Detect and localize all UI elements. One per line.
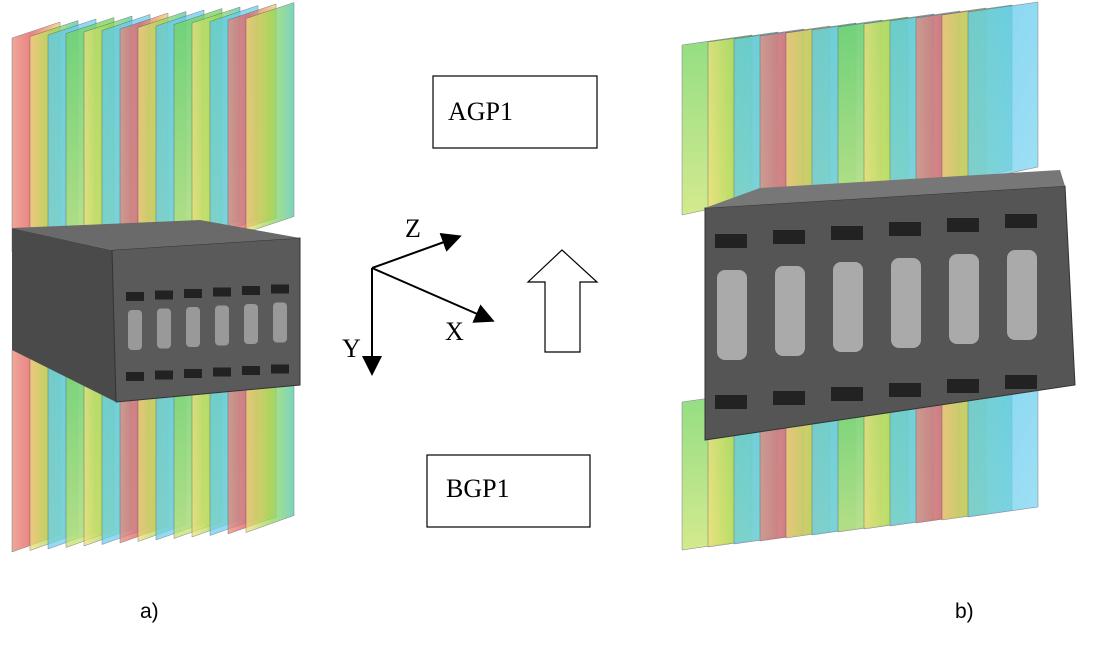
axis-y-label: Y — [342, 334, 361, 363]
window — [889, 383, 921, 397]
opening — [891, 258, 921, 348]
opening — [186, 307, 200, 347]
axis-x-label: X — [445, 317, 464, 346]
axes: Z X Y — [342, 214, 491, 372]
window — [184, 369, 202, 378]
opening — [244, 304, 258, 344]
window — [271, 365, 289, 374]
window — [242, 286, 260, 295]
caption: b) — [955, 600, 974, 623]
window — [126, 372, 144, 381]
window — [715, 234, 747, 248]
opening — [775, 266, 805, 356]
opening — [717, 270, 747, 360]
window — [831, 387, 863, 401]
caption: a) — [140, 600, 159, 623]
plane — [968, 2, 1038, 182]
window — [271, 285, 289, 294]
opening — [833, 262, 863, 352]
window — [1005, 375, 1037, 389]
plane — [246, 3, 294, 233]
window — [213, 368, 231, 377]
window — [773, 391, 805, 405]
window — [155, 371, 173, 380]
window — [773, 230, 805, 244]
axis-x-arrow — [372, 268, 491, 320]
window — [831, 226, 863, 240]
axis-z-label: Z — [405, 214, 421, 243]
opening — [215, 306, 229, 346]
figure: Z X Y AGP1 BGP1 a) b) — [0, 0, 1094, 654]
opening — [949, 254, 979, 344]
top-box-label: AGP1 — [448, 97, 513, 126]
window — [947, 218, 979, 232]
window — [1005, 214, 1037, 228]
flow-direction-arrow — [528, 250, 597, 352]
window — [155, 291, 173, 300]
bottom-box-label: BGP1 — [446, 474, 510, 503]
opening — [1007, 250, 1037, 340]
window — [184, 289, 202, 298]
window — [213, 288, 231, 297]
window — [242, 366, 260, 375]
window — [947, 379, 979, 393]
opening — [273, 303, 287, 343]
window — [126, 292, 144, 301]
window — [889, 222, 921, 236]
opening — [128, 310, 142, 350]
window — [715, 395, 747, 409]
opening — [157, 309, 171, 349]
